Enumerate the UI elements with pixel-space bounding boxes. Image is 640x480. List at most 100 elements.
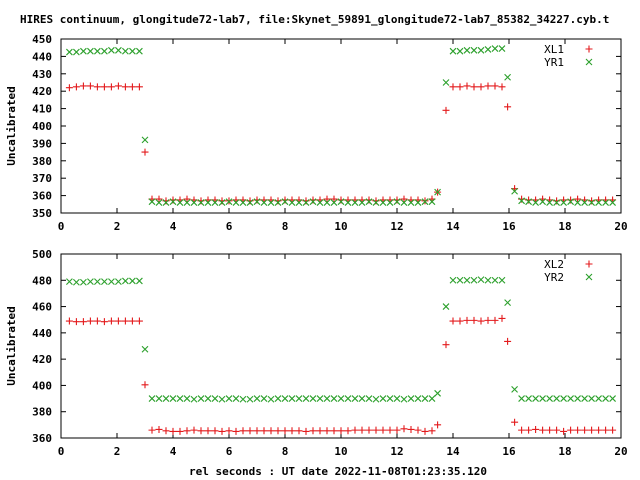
data-point [288,427,296,435]
series-YR2 [66,276,616,403]
data-point [344,427,352,435]
data-point [79,82,87,90]
data-point [484,316,492,324]
data-point [302,395,310,402]
y-tick-label: 480 [32,274,52,287]
data-point [365,198,373,206]
legend-label: YR2 [544,271,564,284]
data-point [434,188,441,196]
data-point [176,427,184,435]
y-tick-label: 450 [32,33,52,46]
data-point [66,278,73,285]
data-point [295,395,303,402]
data-point [73,48,80,56]
data-point [246,199,254,206]
data-point [470,83,478,91]
data-point [267,427,275,435]
data-point [225,198,233,206]
data-point [162,199,170,206]
data-point [518,197,525,205]
data-point [393,395,401,402]
data-point [141,345,149,353]
data-point [65,317,73,325]
data-point [80,47,87,55]
data-point [595,395,602,402]
x-tick-label: 4 [170,445,177,458]
legend-marker [585,58,593,66]
data-point [344,199,352,206]
legend-marker [585,260,593,268]
data-point [141,136,149,144]
y-tick-label: 360 [32,432,52,445]
data-point [66,48,73,56]
data-point [428,427,436,435]
data-point [72,83,80,91]
data-point [337,395,345,402]
x-tick-label: 2 [114,445,121,458]
y-tick-label: 460 [32,301,52,314]
data-point [400,195,408,203]
data-point [86,82,94,90]
data-point [532,395,539,402]
data-point [155,425,163,433]
data-point [239,199,247,206]
data-point [484,82,492,90]
data-point [148,395,156,402]
data-point [323,195,331,203]
y-tick-label: 430 [32,68,52,81]
data-point [546,199,553,206]
data-point [302,427,310,435]
data-point [581,426,589,434]
plot-frame [60,253,622,439]
data-point [232,199,240,206]
data-point [442,341,450,349]
data-point [477,317,485,325]
y-tick-label: 420 [32,85,52,98]
data-point [93,317,101,325]
data-point [407,425,415,433]
x-tick-label: 14 [446,445,460,458]
data-point [602,426,610,434]
data-point [337,427,345,435]
data-point [504,73,511,81]
data-point [225,427,233,435]
data-point [281,198,289,206]
x-tick-label: 0 [58,220,65,233]
data-point [73,278,80,286]
lower-plot-panel: 0 2 4 6 8 10 12 14 16 18 20 360 380 400 420 440 460 480 50… [5,248,628,458]
data-point [463,82,471,90]
data-point [553,199,560,206]
plot-frame [60,38,622,214]
x-tick-label: 10 [334,445,347,458]
x-tick-label: 12 [390,445,403,458]
data-point [491,276,499,284]
data-point [434,421,442,429]
data-point [609,199,616,206]
y-tick-label: 380 [32,155,52,168]
data-point [87,278,94,285]
data-point [94,47,101,55]
legend-label: YR1 [544,56,564,69]
data-point [108,46,115,54]
data-point [190,199,198,206]
series-YR1 [66,45,616,206]
data-point [101,47,108,55]
data-point [129,47,136,55]
data-point [609,395,616,402]
data-point [288,395,296,402]
data-point [169,427,177,435]
data-point [351,199,359,206]
data-point [183,427,191,435]
y-tick-label: 390 [32,137,52,150]
data-point [218,395,226,403]
data-point [323,199,331,206]
data-point [365,426,373,434]
data-point [93,83,101,91]
data-point [211,199,219,206]
data-point [330,427,338,435]
data-point [407,199,415,206]
data-point [602,395,609,402]
data-point [330,199,338,206]
y-tick-label: 350 [32,207,52,220]
data-point [121,317,129,325]
